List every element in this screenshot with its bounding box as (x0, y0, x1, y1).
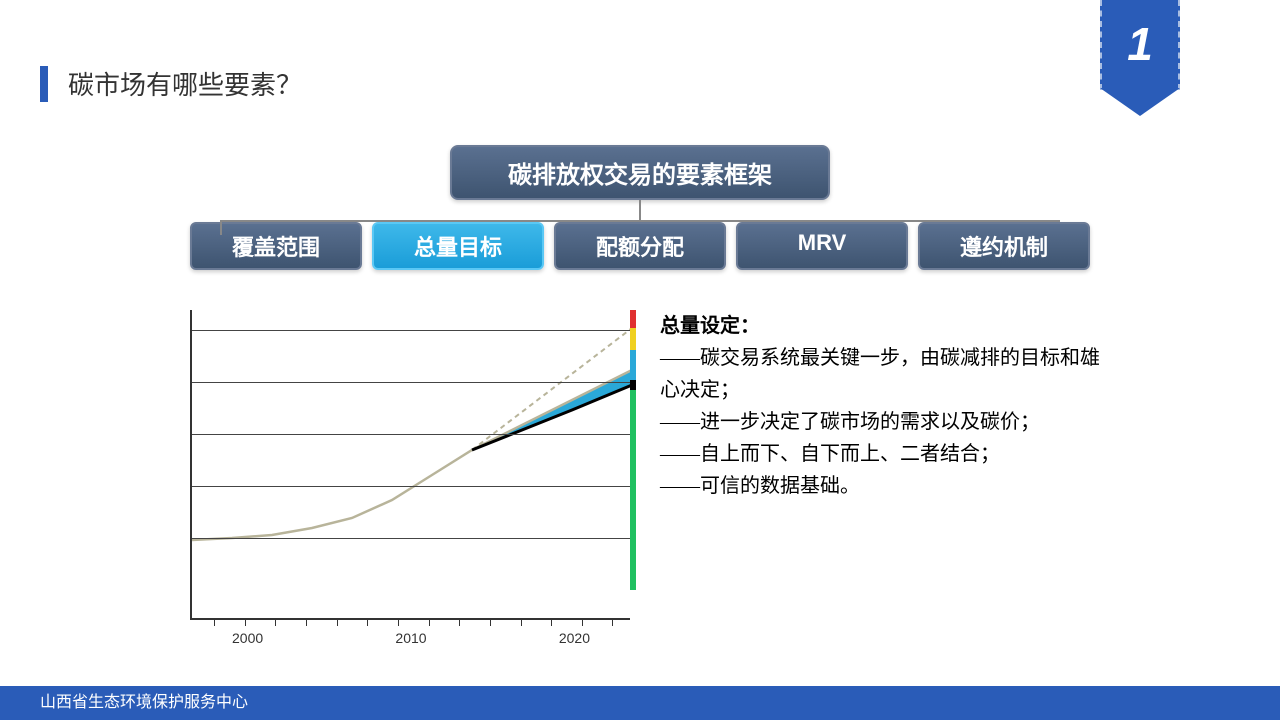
title-accent (40, 66, 48, 102)
section-badge: 1 (1100, 0, 1180, 120)
framework-main-box: 碳排放权交易的要素框架 (450, 145, 830, 200)
text-line: ——可信的数据基础。 (660, 470, 1110, 502)
framework-sub-box: 覆盖范围 (190, 222, 362, 270)
chart-ticks (192, 618, 630, 626)
content-area: 200020102020 总量设定： ——碳交易系统最关键一步，由碳减排的目标和… (190, 310, 1110, 620)
framework-diagram: 碳排放权交易的要素框架 覆盖范围总量目标配额分配MRV遵约机制 (190, 145, 1090, 270)
title-text: 碳市场有哪些要素？ (68, 65, 302, 102)
framework-sub-row: 覆盖范围总量目标配额分配MRV遵约机制 (190, 222, 1090, 270)
emissions-chart: 200020102020 (190, 310, 630, 620)
chart-x-labels: 2000 2010 2020 (192, 630, 630, 646)
footer: 山西省生态环境保护服务中心 (0, 686, 1280, 720)
x-label: 2020 (559, 630, 590, 646)
framework-sub-box: 总量目标 (372, 222, 544, 270)
text-line: ——碳交易系统最关键一步，由碳减排的目标和雄心决定； (660, 342, 1110, 406)
framework-sub-box: 配额分配 (554, 222, 726, 270)
chart-svg (192, 310, 632, 590)
framework-sub-box: 遵约机制 (918, 222, 1090, 270)
text-lines: ——碳交易系统最关键一步，由碳减排的目标和雄心决定；——进一步决定了碳市场的需求… (660, 342, 1110, 502)
text-line: ——进一步决定了碳市场的需求以及碳价； (660, 406, 1110, 438)
description-text: 总量设定： ——碳交易系统最关键一步，由碳减排的目标和雄心决定；——进一步决定了… (660, 310, 1110, 620)
x-label: 2000 (232, 630, 263, 646)
chart-right-bar (630, 310, 636, 590)
badge-number: 1 (1102, 0, 1178, 88)
text-header: 总量设定： (660, 310, 1110, 342)
framework-sub-box: MRV (736, 222, 908, 270)
slide-title: 碳市场有哪些要素？ (40, 65, 302, 102)
x-label: 2010 (395, 630, 426, 646)
text-line: ——自上而下、自下而上、二者结合； (660, 438, 1110, 470)
